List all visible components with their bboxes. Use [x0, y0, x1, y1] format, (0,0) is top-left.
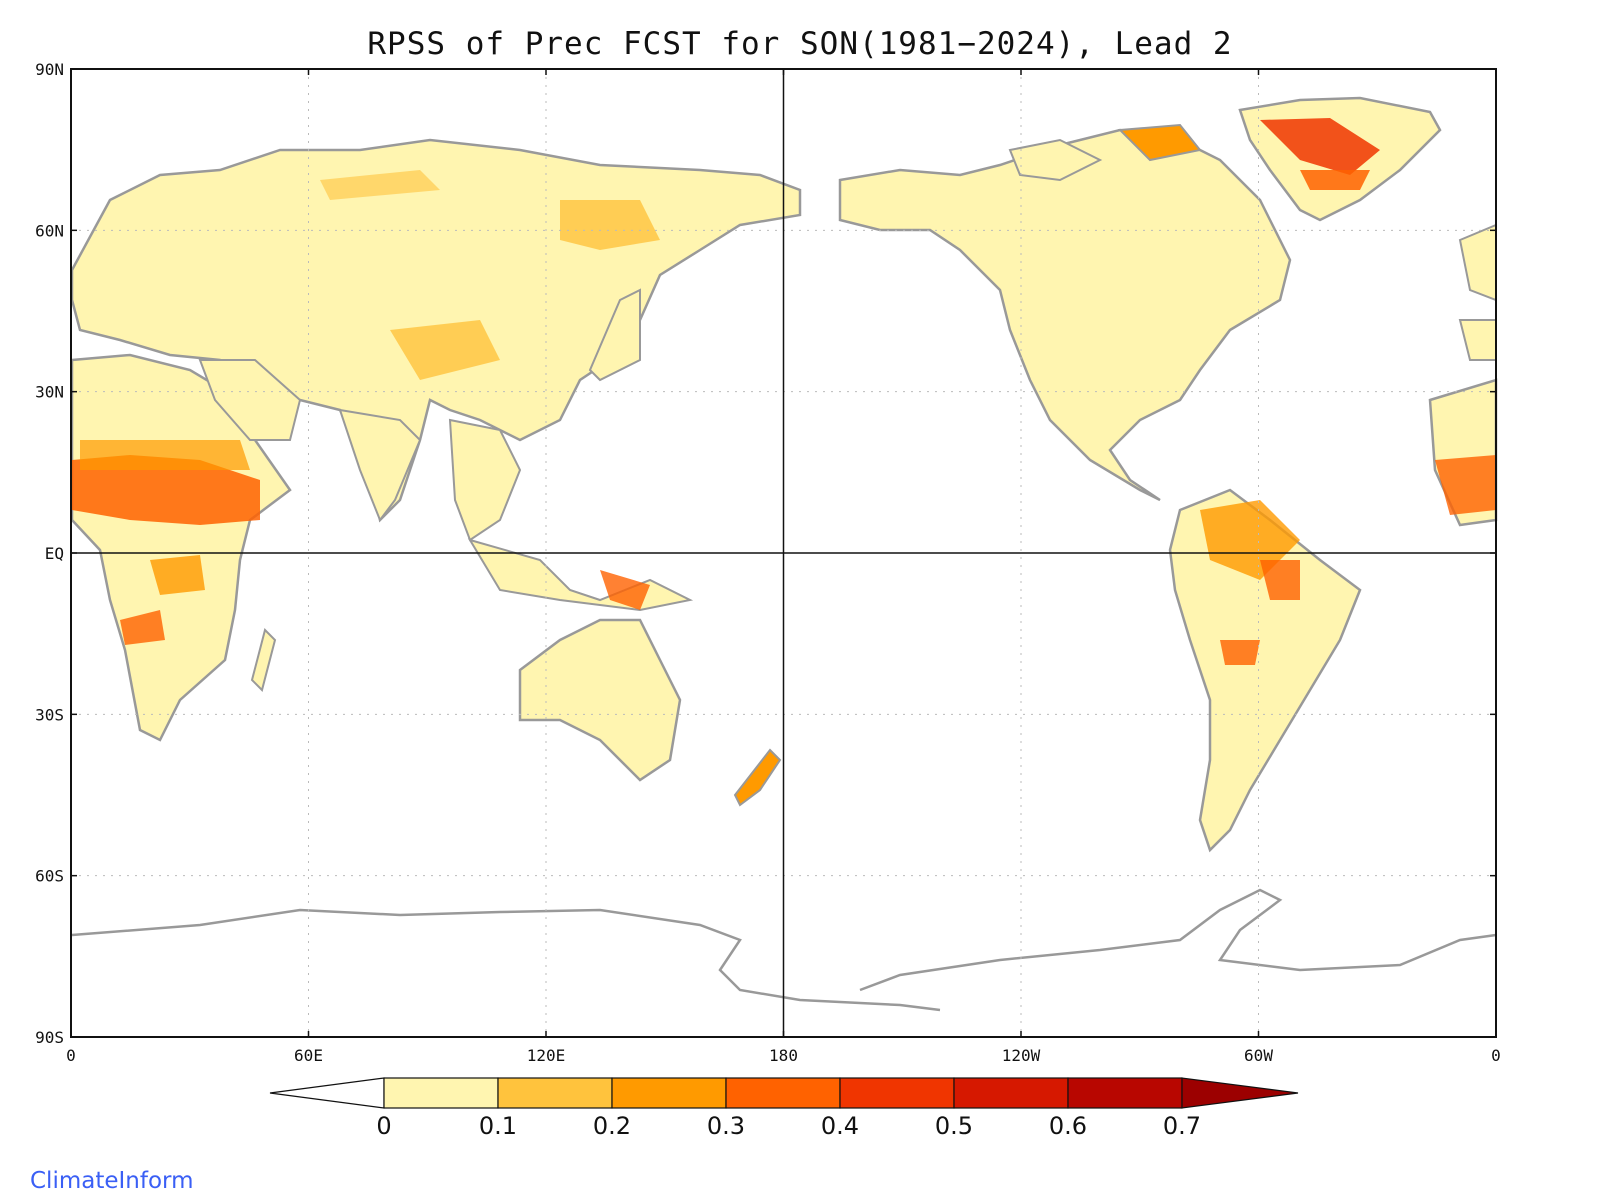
land-shading — [70, 96, 1498, 1012]
colorbar-tick-label: 0.2 — [593, 1112, 631, 1140]
lat-tick-label: EQ — [45, 544, 64, 563]
lat-tick-label: 60S — [35, 867, 64, 886]
lon-tick-label: 60W — [1244, 1046, 1273, 1065]
lat-tick-label: 30N — [35, 383, 64, 402]
colorbar-segment — [953, 1077, 1069, 1109]
colorbar-arrow-high — [1181, 1077, 1299, 1109]
colorbar-segment — [383, 1077, 499, 1109]
lon-tick-label: 0 — [1491, 1046, 1501, 1065]
colorbar-tick-label: 0 — [376, 1112, 391, 1140]
colorbar-tick-label: 0.3 — [707, 1112, 745, 1140]
credit-text: ClimateInform — [30, 1168, 194, 1194]
lat-tick-label: 30S — [35, 705, 64, 724]
colorbar-segment — [839, 1077, 955, 1109]
lat-tick-label: 60N — [35, 221, 64, 240]
colorbar-segment — [497, 1077, 613, 1109]
colorbar-arrow-low — [269, 1077, 385, 1109]
colorbar-segment — [1067, 1077, 1183, 1109]
colorbar: 0 0.1 0.2 0.3 0.4 0.5 0.6 0.7 — [269, 1077, 1299, 1140]
lon-tick-label: 180 — [769, 1046, 798, 1065]
lon-tick-label: 0 — [66, 1046, 76, 1065]
map-title: RPSS of Prec FCST for SON(1981−2024), Le… — [367, 26, 1233, 62]
lat-tick-label: 90S — [35, 1028, 64, 1047]
lon-tick-label: 60E — [294, 1046, 323, 1065]
colorbar-tick-label: 0.5 — [935, 1112, 973, 1140]
colorbar-tick-label: 0.6 — [1049, 1112, 1087, 1140]
colorbar-tick-label: 0.7 — [1163, 1112, 1201, 1140]
colorbar-tick-label: 0.1 — [479, 1112, 517, 1140]
lon-tick-label: 120E — [527, 1046, 566, 1065]
colorbar-segment — [725, 1077, 841, 1109]
lon-tick-label: 120W — [1002, 1046, 1041, 1065]
colorbar-segment — [611, 1077, 727, 1109]
lat-tick-label: 90N — [35, 60, 64, 79]
colorbar-tick-label: 0.4 — [821, 1112, 859, 1140]
